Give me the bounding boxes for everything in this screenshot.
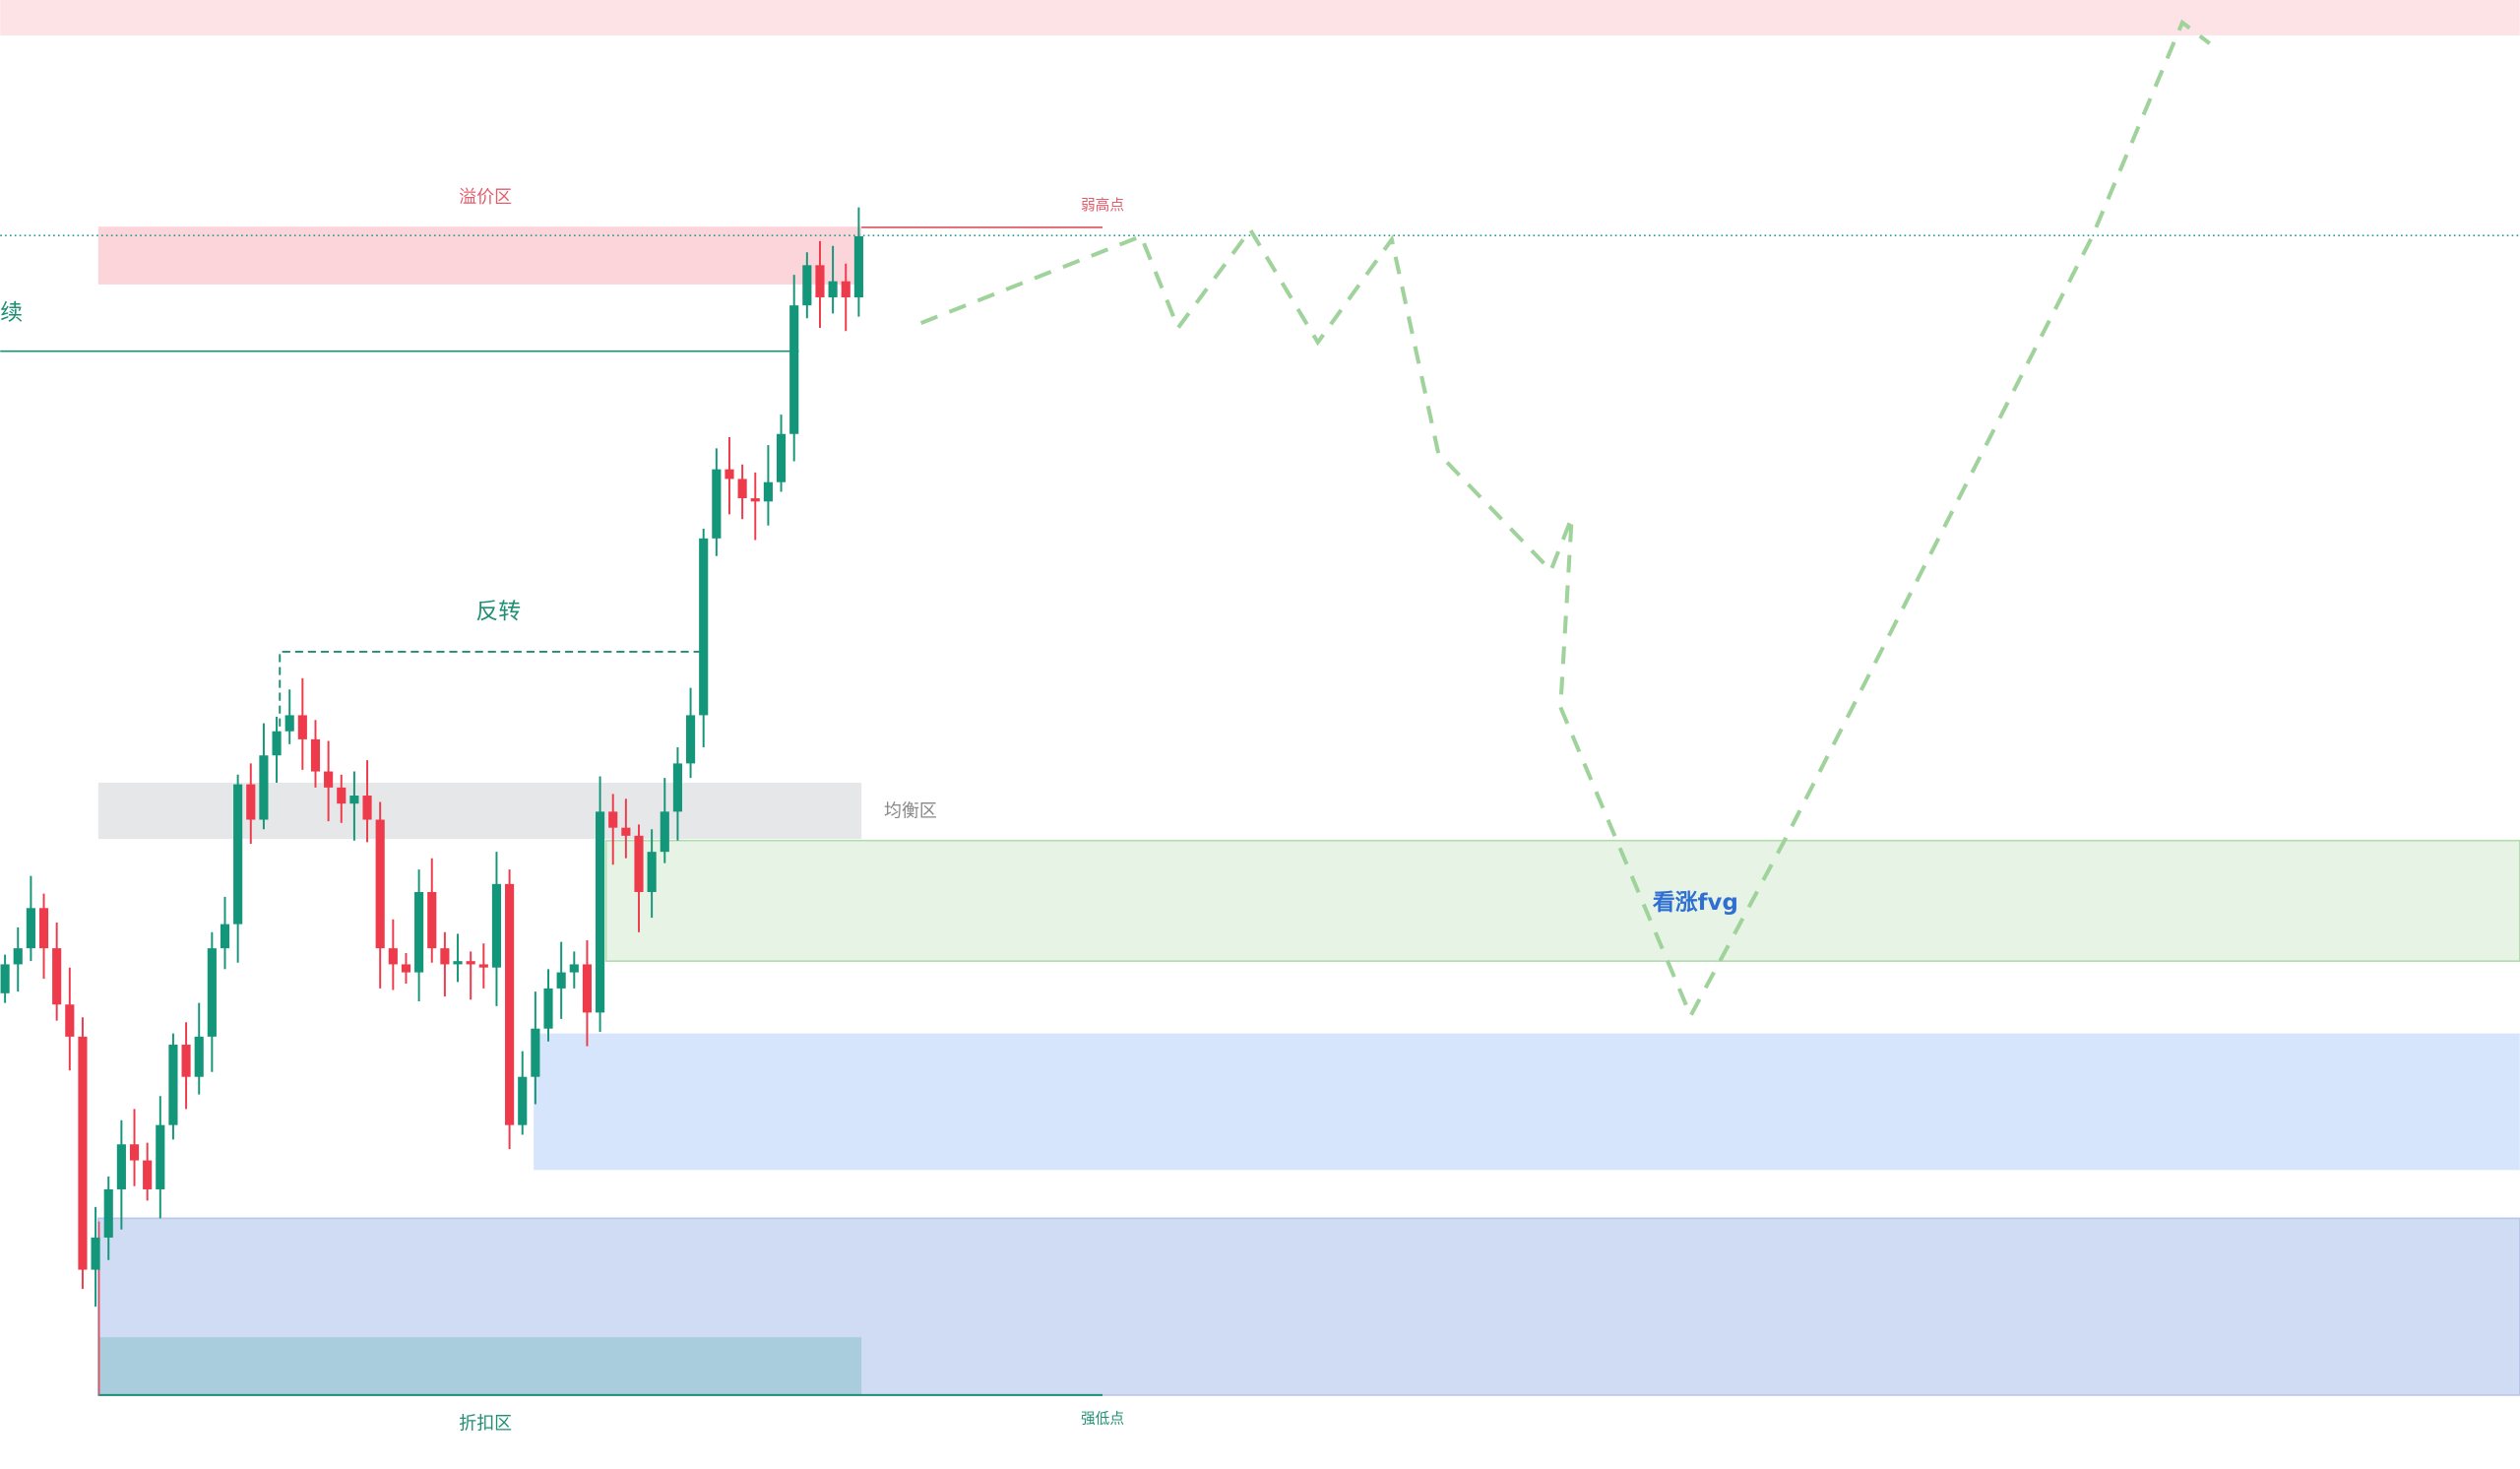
candle-body	[259, 755, 269, 820]
candle-body	[621, 827, 631, 836]
candle-body	[246, 784, 256, 820]
premium-band-top	[0, 0, 2520, 35]
label-equilibrium: 均衡区	[884, 800, 937, 821]
candle-body	[789, 305, 799, 434]
label-reversal: 反转	[475, 599, 521, 624]
candle-body	[737, 479, 747, 499]
demand-zone	[534, 1033, 2520, 1171]
projected-path	[919, 19, 2211, 1021]
candle-body	[518, 1076, 528, 1125]
candle-body	[712, 469, 722, 539]
candle-body	[427, 891, 437, 949]
discount-inner	[97, 1337, 862, 1395]
candle-body	[349, 796, 359, 804]
candle-body	[284, 715, 294, 732]
label-weak-high: 弱高点	[1081, 197, 1124, 214]
candle-body	[194, 1036, 204, 1077]
candle-body	[78, 1036, 88, 1270]
candle-body	[724, 469, 734, 479]
candle-body	[815, 265, 825, 297]
candle-body	[13, 948, 23, 965]
candle-body	[491, 883, 502, 968]
candle-body	[763, 481, 773, 502]
candle-body	[853, 235, 863, 297]
label-strong-low: 强低点	[1081, 1410, 1124, 1427]
label-discount: 折扣区	[459, 1413, 512, 1434]
candle-body	[556, 972, 566, 989]
candle-body	[685, 715, 696, 764]
candle-body	[38, 908, 49, 949]
candle-body	[699, 538, 709, 716]
candle-body	[207, 948, 217, 1037]
candle-body	[272, 731, 282, 756]
candle-body	[362, 796, 372, 820]
candle-body	[103, 1188, 113, 1238]
candle-body	[802, 265, 812, 306]
candle-body	[841, 281, 850, 297]
candle-body	[596, 811, 605, 1013]
candle-body	[776, 433, 787, 482]
candle-body	[414, 891, 424, 973]
candle-body	[750, 498, 760, 502]
candle-body	[660, 811, 669, 853]
label-bullish-fvg: 看涨fvg	[1653, 890, 1738, 916]
candle-body	[91, 1237, 100, 1270]
label-premium: 溢价区	[459, 187, 512, 208]
candle-body	[220, 924, 230, 949]
label-continue: 续	[0, 300, 23, 326]
candle-body	[0, 964, 10, 993]
candle-body	[440, 948, 450, 965]
candle-body	[65, 1004, 75, 1037]
candle-body	[324, 771, 334, 788]
candle-body	[531, 1028, 540, 1077]
reversal-line	[279, 650, 708, 739]
candle-body	[168, 1045, 178, 1125]
candle-body	[116, 1144, 126, 1189]
candle-body	[401, 964, 411, 973]
candle-body	[634, 835, 644, 892]
fvg-zone	[604, 839, 2520, 962]
candle-body	[143, 1160, 153, 1189]
candle-body	[337, 787, 346, 804]
candle-body	[26, 908, 35, 949]
candle-body	[375, 819, 385, 949]
candle-body	[297, 715, 307, 739]
candle-body	[156, 1124, 165, 1189]
candle-body	[505, 883, 515, 1125]
equilibrium-zone	[97, 782, 862, 840]
candle-body	[52, 948, 62, 1005]
candle-body	[310, 738, 321, 772]
candle-body	[608, 811, 618, 828]
candle-body	[672, 763, 682, 812]
candle-body	[828, 281, 838, 297]
candle-body	[129, 1144, 140, 1161]
candle-body	[453, 961, 463, 965]
candle-body	[569, 964, 579, 973]
candle-body	[181, 1045, 191, 1077]
candle-body	[388, 948, 398, 965]
candle-body	[543, 988, 553, 1029]
candle-body	[582, 964, 593, 1013]
candle-body	[233, 784, 243, 925]
candles	[0, 207, 863, 1308]
candle-body	[647, 852, 657, 892]
candle-body	[478, 964, 488, 968]
candle-body	[466, 961, 475, 965]
